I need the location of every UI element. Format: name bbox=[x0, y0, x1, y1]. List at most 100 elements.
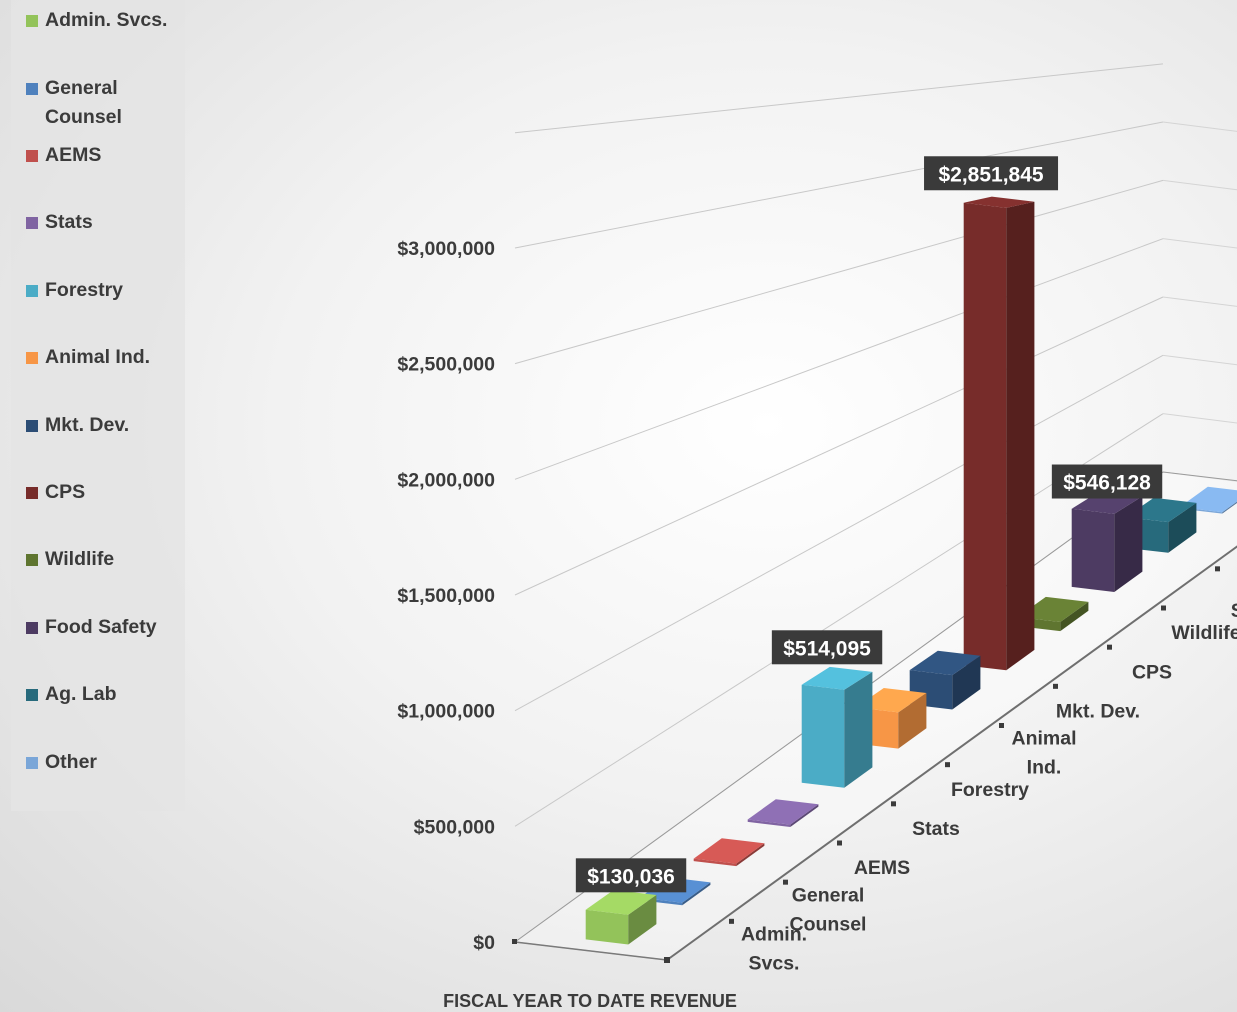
data-labels: $130,036 $514,095 $2,851,845 $546,128 bbox=[575, 156, 1163, 893]
bar-stats bbox=[747, 799, 819, 827]
category-tick bbox=[1053, 683, 1058, 689]
bar-side-face bbox=[1222, 501, 1237, 514]
data-label-text: $2,851,845 bbox=[938, 163, 1043, 186]
bar-front-face bbox=[585, 909, 629, 945]
category-label: General Counsel bbox=[790, 884, 867, 935]
legend-swatch bbox=[26, 352, 38, 364]
bar-front-face bbox=[963, 202, 1007, 671]
bar-top-face bbox=[855, 688, 927, 713]
legend-label: Forestry bbox=[45, 279, 124, 301]
data-label-box bbox=[575, 858, 687, 893]
legend-label: Stats bbox=[45, 211, 93, 233]
y-tick-label: $2,000,000 bbox=[397, 469, 495, 491]
bar-front-face bbox=[801, 684, 845, 788]
bar-side-face bbox=[790, 804, 819, 827]
category-tick bbox=[999, 723, 1004, 728]
data-label: $514,095 bbox=[771, 630, 883, 665]
data-label-box bbox=[1051, 464, 1163, 499]
data-label: $2,851,845 bbox=[924, 156, 1059, 191]
data-label: $546,128 bbox=[1051, 464, 1163, 499]
bar-side-face bbox=[1114, 496, 1143, 592]
category-tick bbox=[1107, 644, 1112, 650]
gridline-back bbox=[1162, 121, 1237, 132]
gridline-back bbox=[1162, 354, 1237, 366]
category-label: Animal Ind. bbox=[1011, 728, 1076, 779]
legend-swatch bbox=[26, 217, 38, 229]
data-label-box bbox=[924, 156, 1059, 191]
legend-swatch bbox=[26, 83, 38, 95]
legend-swatch bbox=[26, 150, 38, 162]
bar-side-face bbox=[1168, 502, 1197, 553]
y-tick-label: $0 bbox=[473, 932, 495, 954]
category-label: Mkt. Dev. bbox=[1056, 700, 1140, 722]
bar-top-face bbox=[1125, 497, 1197, 523]
bar-top-face bbox=[585, 889, 657, 915]
legend-swatch bbox=[26, 757, 38, 769]
axis-marker bbox=[512, 939, 517, 944]
bars bbox=[585, 196, 1237, 945]
category-label: CPS bbox=[1132, 661, 1172, 683]
category-label: Forestry bbox=[951, 779, 1029, 801]
depth-axis-line bbox=[666, 545, 1237, 961]
bar-top-face bbox=[693, 838, 765, 864]
bar-top-face bbox=[801, 666, 873, 690]
legend-label: AEMS bbox=[45, 144, 102, 166]
y-tick-label: $2,500,000 bbox=[397, 354, 495, 376]
data-label-box bbox=[771, 630, 883, 665]
gridline bbox=[514, 354, 1164, 712]
legend-label: Mkt. Dev. bbox=[45, 414, 130, 436]
bar-top-face bbox=[963, 196, 1035, 208]
bar-front-face bbox=[1071, 508, 1115, 592]
bar-side-face bbox=[682, 882, 711, 906]
legend-swatch bbox=[26, 420, 38, 432]
category-tick bbox=[837, 840, 842, 846]
gridline bbox=[514, 121, 1164, 249]
category-label: Stats bbox=[912, 818, 960, 840]
legend-swatch bbox=[26, 285, 38, 297]
gridline bbox=[514, 63, 1164, 134]
gridline bbox=[514, 238, 1164, 480]
front-axis-line bbox=[514, 941, 668, 961]
gridline-back bbox=[1162, 413, 1237, 424]
legend-label: Other bbox=[45, 751, 98, 773]
bar-top-face bbox=[747, 799, 819, 825]
category-tick bbox=[945, 762, 950, 768]
bar-side-face bbox=[952, 655, 981, 710]
y-tick-label: $1,500,000 bbox=[397, 585, 495, 607]
bar-food-safety bbox=[1071, 491, 1143, 592]
y-tick-label: $1,000,000 bbox=[397, 701, 495, 723]
bar-side-face bbox=[628, 895, 657, 945]
bar-aems bbox=[693, 838, 765, 867]
legend-label: Animal Ind. bbox=[45, 346, 151, 368]
legend-swatch bbox=[26, 15, 38, 27]
y-tick-label: $3,000,000 bbox=[397, 238, 495, 260]
gridline bbox=[514, 179, 1164, 365]
category-tick bbox=[729, 918, 734, 924]
legend-swatch bbox=[26, 487, 38, 499]
legend-swatch bbox=[26, 554, 38, 566]
bar-front-face bbox=[747, 819, 791, 827]
x-axis-title: FISCAL YEAR TO DATE REVENUE bbox=[443, 991, 737, 1011]
legend-label: Admin. Svcs. bbox=[45, 9, 168, 31]
y-axis-ticks: $0 $500,000 $1,000,000 $1,500,000 $2,000,000… bbox=[397, 238, 495, 954]
data-label-text: $130,036 bbox=[587, 865, 675, 888]
bar-top-face bbox=[909, 650, 981, 676]
category-label: Admin. Svcs. bbox=[741, 923, 807, 974]
gridline bbox=[514, 296, 1164, 596]
category-tick bbox=[891, 801, 896, 807]
bar-admin-svcs bbox=[585, 889, 657, 945]
legend-label: Food Safety bbox=[45, 616, 157, 638]
legend: Admin. Svcs. General Counsel AEMS Stats … bbox=[11, 0, 185, 811]
bar-side-face bbox=[1006, 201, 1035, 671]
bar-side-face bbox=[1060, 601, 1089, 632]
gridline-back bbox=[1162, 296, 1237, 307]
data-label: $130,036 bbox=[575, 858, 687, 893]
gridline-back bbox=[1162, 238, 1237, 249]
legend-label: General Counsel bbox=[45, 77, 122, 128]
bar-side-face bbox=[844, 671, 873, 788]
bar-front-face bbox=[693, 858, 737, 867]
y-tick-label: $500,000 bbox=[414, 816, 495, 838]
legend-swatch bbox=[26, 689, 38, 701]
